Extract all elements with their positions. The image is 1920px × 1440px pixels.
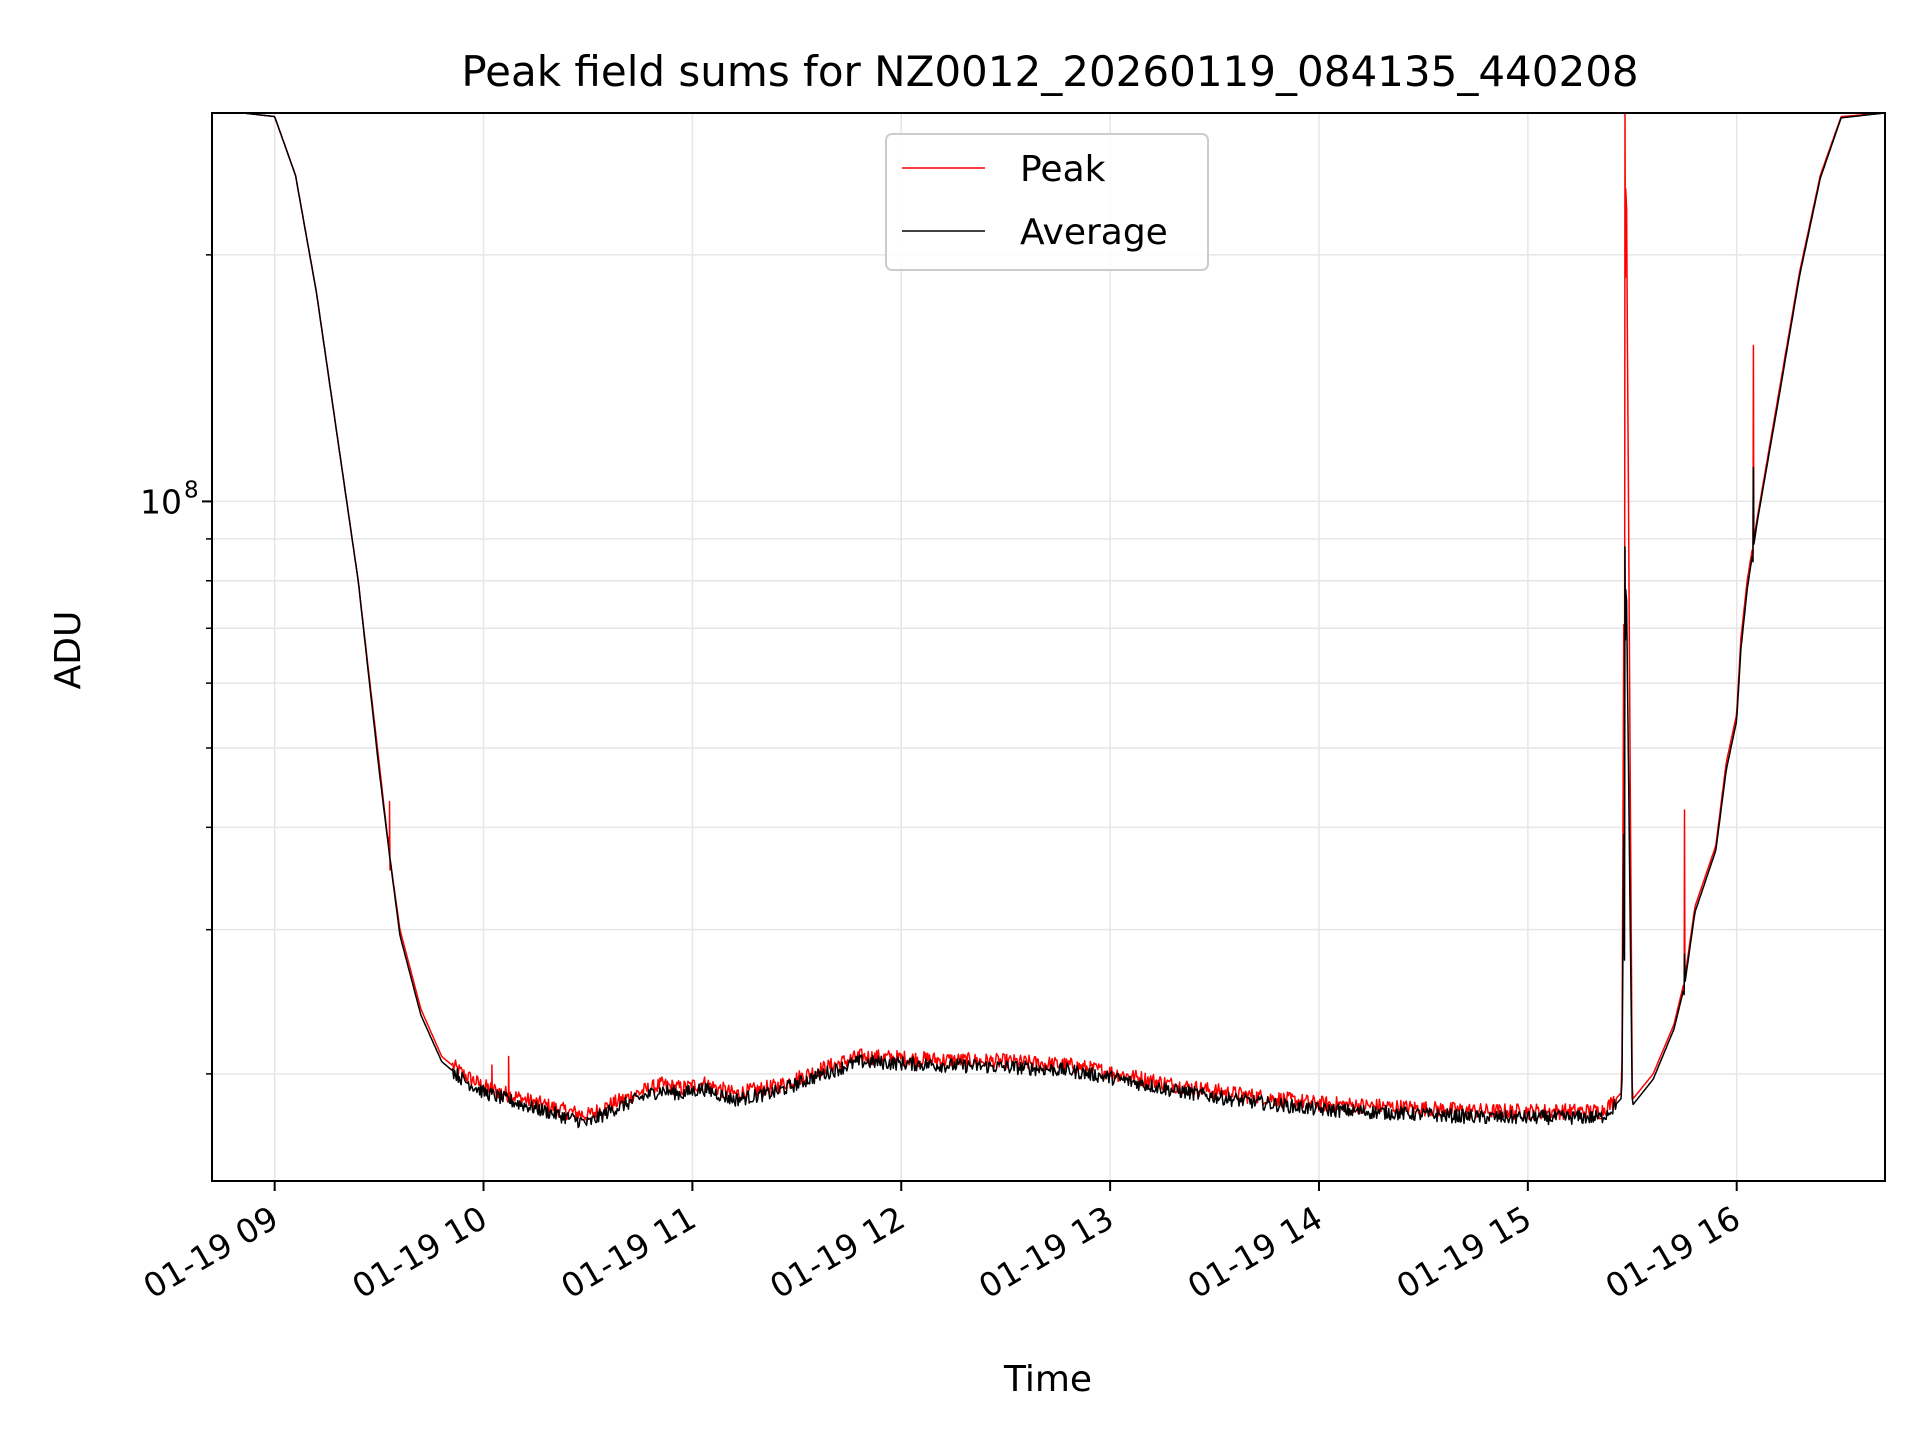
legend-label-peak: Peak [1020, 149, 1106, 190]
legend-label-average: Average [1020, 212, 1168, 253]
y-tick-label: 10 [140, 482, 182, 521]
y-axis-label: ADU [48, 611, 89, 690]
y-tick-exponent: 8 [184, 477, 199, 503]
axes-frame [211, 112, 1886, 1182]
plot-area [212, 113, 1885, 1129]
grid [212, 113, 1885, 1181]
chart-title: Peak field sums for NZ0012_20260119_0841… [461, 47, 1638, 96]
y-axis: 10 8 [140, 254, 212, 1075]
x-axis-label: Time [1003, 1359, 1092, 1400]
series-line-peak [212, 113, 1885, 1122]
series-line-average [212, 113, 1885, 1129]
legend: Peak Average [885, 133, 1209, 271]
